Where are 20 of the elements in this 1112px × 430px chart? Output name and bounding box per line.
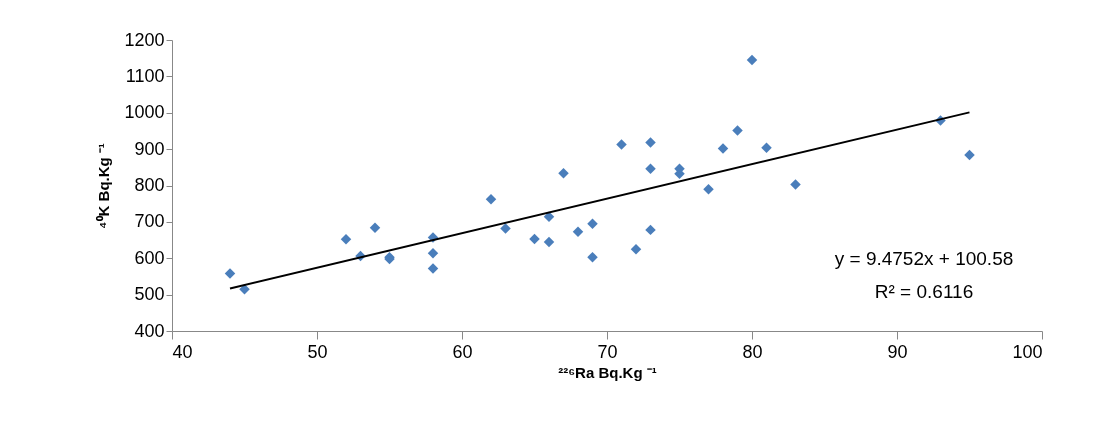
y-tick-label: 400 bbox=[134, 320, 165, 341]
x-tick-label: 90 bbox=[887, 341, 908, 362]
y-tick-label: 800 bbox=[134, 175, 165, 195]
x-tick-label: 40 bbox=[172, 341, 193, 362]
y-tick-label: 900 bbox=[134, 138, 165, 159]
y-tick-label: 1000 bbox=[124, 102, 165, 123]
x-tick-label: 80 bbox=[742, 341, 763, 362]
x-tick-label: 70 bbox=[597, 341, 618, 362]
x-tick-label: 50 bbox=[307, 341, 328, 362]
y-tick-label: 1100 bbox=[125, 65, 165, 86]
annotation: y = 9.4752x + 100.58 bbox=[834, 248, 1014, 269]
x-tick-label: 60 bbox=[452, 341, 473, 362]
y-tick-label: 700 bbox=[134, 211, 165, 232]
x-tick-label: 100 bbox=[1012, 341, 1043, 362]
x-axis-title: ²²⁶Ra Bq.Kg ⁻¹ bbox=[558, 363, 657, 381]
annotation: R² = 0.6116 bbox=[874, 281, 974, 302]
y-axis-title: ⁴⁰K Bq.Kg ⁻¹ bbox=[95, 143, 113, 229]
y-tick-label: 600 bbox=[134, 247, 165, 268]
y-tick-label: 500 bbox=[134, 284, 165, 305]
y-tick-label: 1200 bbox=[124, 29, 165, 50]
